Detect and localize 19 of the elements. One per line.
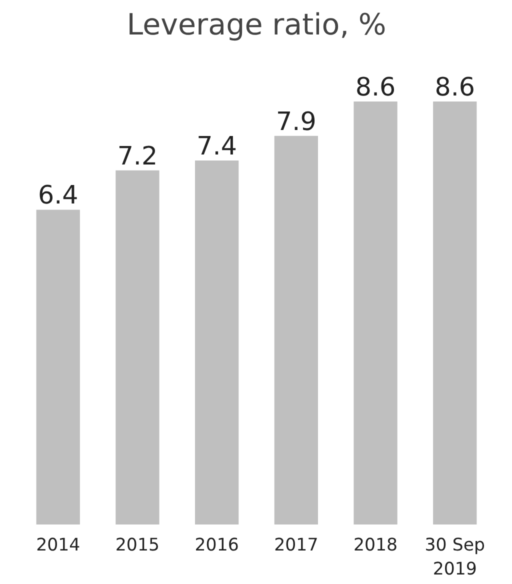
- data-label: 7.9: [276, 106, 316, 136]
- data-label: 7.4: [196, 130, 237, 161]
- bar: [116, 170, 160, 524]
- bar: [433, 101, 477, 524]
- x-tick-label: 30 Sep 2019: [424, 536, 485, 580]
- bar: [195, 160, 239, 524]
- data-label: 8.6: [355, 71, 396, 102]
- x-tick-label: 2017: [274, 536, 318, 556]
- x-tick-label: 2015: [115, 536, 160, 556]
- bar: [354, 101, 398, 524]
- chart-title: Leverage ratio, %: [126, 8, 386, 42]
- bar: [274, 136, 318, 524]
- x-tick-label: 2018: [353, 536, 398, 556]
- data-label: 8.6: [434, 71, 476, 102]
- bar: [36, 210, 80, 524]
- x-tick-label: 2014: [36, 536, 80, 556]
- x-tick-label: 2016: [194, 536, 239, 556]
- data-label: 6.4: [38, 180, 78, 210]
- data-label: 7.2: [117, 140, 158, 170]
